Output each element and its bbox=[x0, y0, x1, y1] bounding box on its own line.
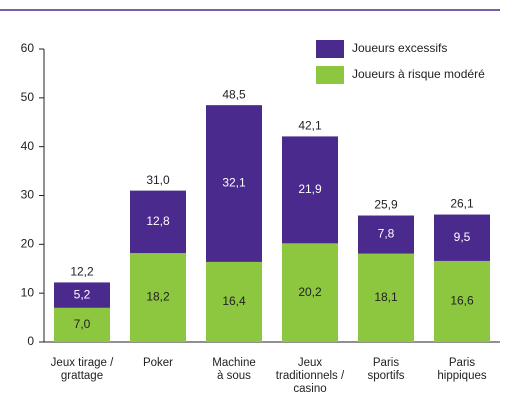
y-tick-label: 30 bbox=[21, 188, 35, 202]
value-label: 16,6 bbox=[450, 294, 474, 308]
value-label: 12,8 bbox=[146, 214, 170, 228]
value-label: 9,5 bbox=[454, 230, 471, 244]
bar-segment bbox=[282, 136, 338, 244]
bar-segment bbox=[358, 215, 414, 254]
legend-label: Joueurs excessifs bbox=[352, 41, 447, 55]
bar-segment bbox=[434, 260, 490, 342]
legend-swatch bbox=[316, 66, 344, 84]
bar-segment bbox=[130, 190, 186, 254]
bar-segment bbox=[282, 243, 338, 342]
bar-segment bbox=[130, 253, 186, 342]
y-tick-label: 0 bbox=[27, 334, 34, 348]
y-tick-label: 20 bbox=[21, 237, 35, 251]
value-label: 7,8 bbox=[378, 227, 395, 241]
value-label: 32,1 bbox=[222, 176, 246, 190]
x-tick-label: Jeux traditionnels / casino bbox=[275, 357, 345, 395]
x-tick-label: Paris sportifs bbox=[367, 357, 405, 382]
x-tick-label: Poker bbox=[142, 357, 174, 369]
x-tick-label: Jeux tirage / grattage bbox=[50, 357, 114, 382]
bar-segment bbox=[358, 253, 414, 342]
total-label: 48,5 bbox=[222, 87, 246, 101]
total-label: 25,9 bbox=[374, 198, 398, 212]
value-label: 7,0 bbox=[74, 317, 91, 331]
value-label: 21,9 bbox=[298, 182, 322, 196]
legend-label: Joueurs à risque modéré bbox=[352, 67, 485, 81]
value-label: 18,2 bbox=[146, 290, 170, 304]
legend-swatch bbox=[316, 40, 344, 58]
total-label: 31,0 bbox=[146, 173, 170, 187]
total-label: 26,1 bbox=[450, 197, 474, 211]
value-label: 18,1 bbox=[374, 290, 398, 304]
y-tick-label: 50 bbox=[21, 90, 35, 104]
total-label: 42,1 bbox=[298, 119, 322, 133]
value-label: 16,4 bbox=[222, 294, 246, 308]
bar-segment bbox=[54, 282, 110, 308]
total-label: 12,2 bbox=[70, 265, 94, 279]
bar-segment bbox=[206, 105, 262, 262]
value-label: 20,2 bbox=[298, 285, 322, 299]
y-tick-label: 10 bbox=[21, 285, 35, 299]
bar-segment bbox=[434, 214, 490, 261]
x-tick-label: Machine à sous bbox=[212, 357, 256, 382]
bar-segment bbox=[206, 261, 262, 342]
y-tick-label: 60 bbox=[21, 41, 35, 55]
value-label: 5,2 bbox=[74, 287, 91, 301]
bar-segment bbox=[54, 307, 110, 342]
y-tick-label: 40 bbox=[21, 139, 35, 153]
x-tick-label: Paris hippiques bbox=[437, 357, 487, 382]
